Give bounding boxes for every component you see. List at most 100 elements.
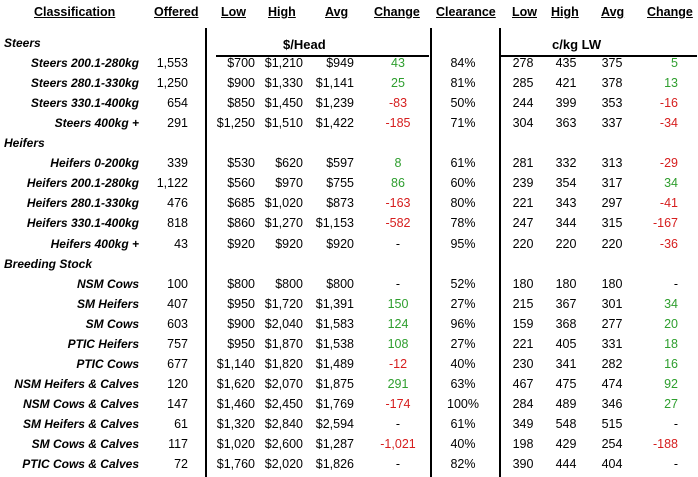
offered-cell: 61 <box>174 416 188 431</box>
change-ckg-cell: -41 <box>659 196 678 211</box>
change-cell: -83 <box>388 96 408 111</box>
high-cell: $800 <box>275 276 303 291</box>
classification-cell: Steers 280.1-330kg <box>30 76 139 91</box>
offered-cell: 43 <box>174 236 188 251</box>
header-offered: Offered <box>154 5 199 19</box>
avg-ckg-cell: 277 <box>601 316 623 331</box>
avg-ckg-cell: 474 <box>601 376 623 391</box>
unit-cents-per-kg: c/kg LW <box>552 37 602 52</box>
change-cell: 124 <box>387 316 409 331</box>
clearance-cell: 95% <box>450 236 476 251</box>
avg-ckg-cell: 346 <box>601 396 623 411</box>
clearance-cell: 40% <box>450 356 476 371</box>
change-ckg-cell: - <box>673 457 678 472</box>
low-ckg-cell: 349 <box>512 416 534 431</box>
high-ckg-cell: 180 <box>555 276 577 291</box>
avg-ckg-cell: 331 <box>601 336 623 351</box>
offered-cell: 818 <box>167 216 188 231</box>
high-cell: $2,450 <box>264 396 303 411</box>
high-cell: $1,820 <box>264 356 303 371</box>
group-heading: Breeding Stock <box>4 256 93 271</box>
avg-ckg-cell: 353 <box>601 96 623 111</box>
change-cell: 43 <box>391 56 405 71</box>
high-ckg-cell: 343 <box>555 196 577 211</box>
divider-head-unit <box>216 55 429 57</box>
high-ckg-cell: 363 <box>555 116 577 131</box>
offered-cell: 476 <box>167 196 188 211</box>
clearance-cell: 63% <box>450 376 476 391</box>
avg-cell: $597 <box>326 156 354 171</box>
high-ckg-cell: 354 <box>555 176 577 191</box>
header-classification: Classification <box>34 5 116 19</box>
high-ckg-cell: 332 <box>555 156 577 171</box>
avg-cell: $873 <box>326 196 354 211</box>
avg-ckg-cell: 297 <box>601 196 623 211</box>
avg-ckg-cell: 254 <box>601 437 623 451</box>
offered-cell: 291 <box>167 116 188 131</box>
classification-cell: Heifers 280.1-330kg <box>26 196 139 211</box>
offered-cell: 757 <box>167 336 188 351</box>
high-ckg-cell: 421 <box>555 76 577 91</box>
classification-cell: SM Heifers & Calves <box>22 416 139 431</box>
avg-cell: $1,538 <box>315 336 354 351</box>
avg-cell: $1,239 <box>315 96 354 111</box>
high-ckg-cell: 435 <box>555 56 577 71</box>
offered-cell: 654 <box>167 96 188 111</box>
change-cell: 86 <box>391 176 405 191</box>
high-cell: $2,840 <box>264 416 303 431</box>
offered-cell: 1,122 <box>156 176 188 191</box>
clearance-cell: 52% <box>450 276 476 291</box>
low-cell: $850 <box>227 96 255 111</box>
classification-cell: PTIC Heifers <box>67 336 139 351</box>
low-cell: $800 <box>227 276 255 291</box>
header-avg: Avg <box>325 5 349 19</box>
low-cell: $900 <box>227 76 255 91</box>
low-ckg-cell: 239 <box>512 176 534 191</box>
change-cell: -163 <box>385 196 411 211</box>
low-cell: $1,460 <box>216 396 255 411</box>
header-low-ckg: Low <box>512 5 537 19</box>
change-cell: - <box>395 457 401 472</box>
high-cell: $920 <box>275 236 303 251</box>
change-ckg-cell: -29 <box>659 156 678 171</box>
classification-cell: SM Cows <box>85 316 139 331</box>
header-change-ckg: Change <box>647 5 693 19</box>
clearance-cell: 81% <box>450 76 476 91</box>
low-cell: $900 <box>227 316 255 331</box>
low-ckg-cell: 180 <box>512 276 534 291</box>
change-ckg-cell: 34 <box>664 176 678 191</box>
change-ckg-cell: 16 <box>664 356 678 371</box>
high-ckg-cell: 489 <box>555 396 577 411</box>
change-ckg-cell: 5 <box>671 56 678 71</box>
divider-mid-right <box>499 28 501 477</box>
change-ckg-cell: - <box>673 416 678 431</box>
avg-cell: $1,583 <box>315 316 354 331</box>
change-ckg-cell: 92 <box>664 376 678 391</box>
high-cell: $1,870 <box>264 336 303 351</box>
divider-ckg-unit <box>500 55 697 57</box>
clearance-cell: 71% <box>450 116 476 131</box>
avg-ckg-cell: 282 <box>601 356 623 371</box>
low-ckg-cell: 198 <box>512 437 534 451</box>
avg-cell: $755 <box>326 176 354 191</box>
low-cell: $560 <box>227 176 255 191</box>
avg-cell: $949 <box>326 56 354 71</box>
clearance-cell: 50% <box>450 96 476 111</box>
high-ckg-cell: 341 <box>555 356 577 371</box>
header-clearance: Clearance <box>436 5 496 19</box>
high-cell: $1,510 <box>264 116 303 131</box>
high-ckg-cell: 444 <box>555 457 577 472</box>
offered-cell: 117 <box>168 437 188 451</box>
clearance-cell: 27% <box>450 336 476 351</box>
high-cell: $1,330 <box>264 76 303 91</box>
change-cell: 108 <box>387 336 409 351</box>
low-ckg-cell: 278 <box>512 56 534 71</box>
header-high-ckg: High <box>551 5 579 19</box>
offered-cell: 677 <box>167 356 188 371</box>
avg-ckg-cell: 378 <box>601 76 623 91</box>
avg-ckg-cell: 313 <box>601 156 623 171</box>
group-heading: Steers <box>4 36 41 50</box>
low-ckg-cell: 159 <box>512 316 534 331</box>
change-cell: -1,021 <box>380 437 416 451</box>
